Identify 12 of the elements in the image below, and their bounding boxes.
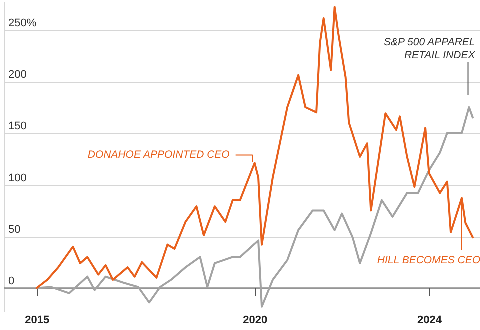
y-tick-label: 100 xyxy=(8,172,27,184)
y-tick-label: 200 xyxy=(8,69,27,82)
annotation: DONAHOE APPOINTED CEO xyxy=(88,149,230,162)
x-tick-label: 2020 xyxy=(243,314,268,326)
y-tick-label: 50 xyxy=(8,224,21,236)
annotation: HILL BECOMES CEO xyxy=(377,254,480,266)
x-tick-label: 2024 xyxy=(418,314,443,326)
x-tick-label: 2015 xyxy=(25,314,50,326)
y-tick-label: 250% xyxy=(8,17,37,30)
text: S&P 500 APPAREL RETAIL INDEX xyxy=(384,36,476,62)
y-tick-label: 150 xyxy=(8,120,27,133)
y-tick-label: 0 xyxy=(8,276,15,288)
